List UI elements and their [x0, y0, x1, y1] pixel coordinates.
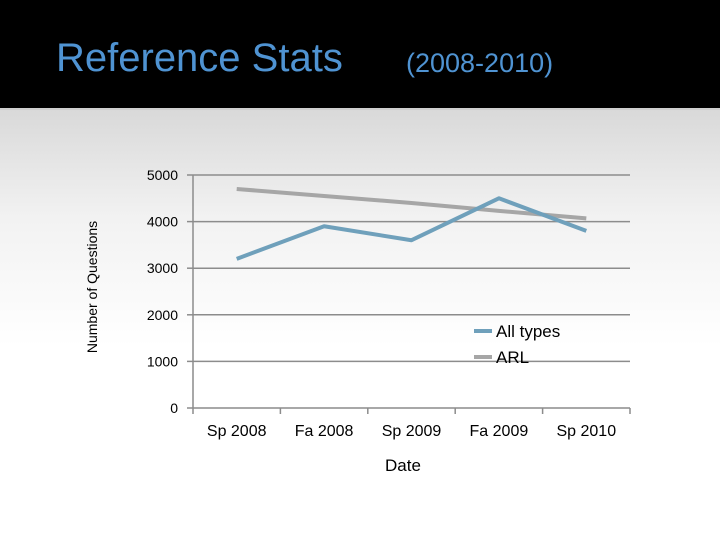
- y-tick-label: 0: [170, 400, 178, 416]
- header-divider: [0, 108, 720, 110]
- slide-title: Reference Stats: [56, 36, 343, 80]
- title-bar: Reference Stats (2008-2010): [0, 0, 720, 108]
- x-tick-label: Sp 2008: [207, 423, 267, 440]
- y-tick-label: 5000: [147, 167, 178, 183]
- legend: All types ARL: [474, 322, 560, 367]
- series-line-all-types: [236, 196, 587, 261]
- x-axis-label: Date: [385, 456, 421, 475]
- slide-background: [0, 110, 720, 540]
- y-tick-label: 3000: [147, 260, 178, 276]
- legend-label: ARL: [496, 348, 529, 367]
- x-tick-label: Fa 2008: [295, 423, 354, 440]
- x-axis: Sp 2008 Fa 2008 Sp 2009 Fa 2009 Sp 2010: [192, 175, 631, 440]
- y-tick-label: 2000: [147, 307, 178, 323]
- legend-label: All types: [496, 322, 560, 341]
- y-tick-labels: 0 1000 2000 3000 4000 5000: [147, 167, 193, 416]
- slide-subtitle: (2008-2010): [406, 48, 554, 78]
- series-line-arl: [236, 186, 587, 221]
- y-axis-label: Number of Questions: [84, 221, 100, 353]
- y-tick-label: 4000: [147, 214, 178, 230]
- x-tick-label: Fa 2009: [470, 423, 529, 440]
- y-tick-label: 1000: [147, 353, 178, 369]
- series-lines: [236, 186, 587, 261]
- x-tick-label: Sp 2010: [556, 423, 616, 440]
- x-tick-label: Sp 2009: [382, 423, 442, 440]
